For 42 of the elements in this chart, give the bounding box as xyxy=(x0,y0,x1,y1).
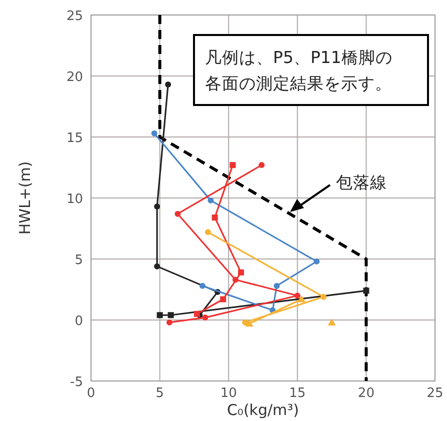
point xyxy=(166,319,172,326)
point xyxy=(165,82,172,88)
y-axis-title: HWL+(m) xyxy=(16,161,34,235)
x-tick-label: 20 xyxy=(358,386,374,401)
point xyxy=(220,296,226,302)
annotation: 包落線 xyxy=(336,173,387,192)
point xyxy=(154,263,160,270)
point xyxy=(156,312,163,318)
x-tick-label: 5 xyxy=(156,386,164,401)
point xyxy=(294,292,300,299)
y-tick-label: 15 xyxy=(66,131,83,146)
y-tick-label: 0 xyxy=(74,314,83,329)
x-tick-label: 0 xyxy=(86,386,96,401)
point xyxy=(238,269,244,276)
point xyxy=(168,312,174,318)
x-tick-label: 10 xyxy=(220,386,237,401)
y-tick-label: 25 xyxy=(66,9,83,24)
x-tick-label: 15 xyxy=(289,386,306,401)
point xyxy=(230,162,236,168)
y-tick-label: -5 xyxy=(70,375,83,390)
point xyxy=(363,288,370,294)
annotation: 凡例は、P5、P11橋脚の xyxy=(205,48,392,67)
annotation: 各面の測定結果を示す。 xyxy=(205,74,392,93)
y-tick-label: 10 xyxy=(66,192,83,207)
point xyxy=(154,204,160,210)
x-axis-title: C₀(kg/m³) xyxy=(226,401,300,419)
point xyxy=(202,314,208,321)
point xyxy=(151,130,158,136)
point xyxy=(174,210,181,217)
y-tick-label: 20 xyxy=(66,70,83,85)
point xyxy=(204,229,211,236)
point xyxy=(320,294,327,300)
y-tick-label: 5 xyxy=(74,253,83,268)
point xyxy=(258,162,265,168)
point xyxy=(208,197,214,204)
point xyxy=(212,214,218,221)
point xyxy=(328,318,336,326)
point xyxy=(199,282,206,289)
point xyxy=(274,282,280,289)
point xyxy=(194,310,200,317)
x-tick-label: 25 xyxy=(426,386,444,401)
point xyxy=(314,258,320,264)
